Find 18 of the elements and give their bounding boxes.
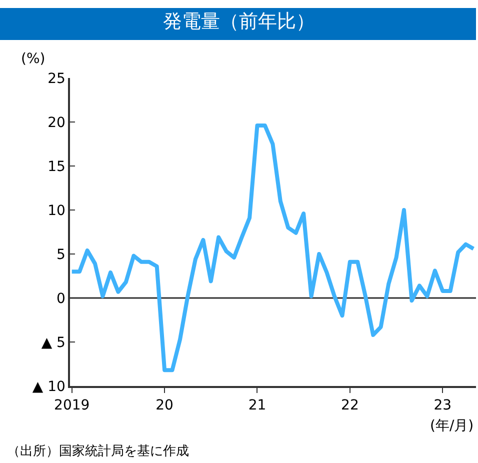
y-tick-label: 10 (48, 202, 66, 219)
y-tick-label: 20 (48, 114, 66, 131)
y-tick-label: ▲ 5 (41, 334, 66, 351)
x-tick-label: 21 (248, 398, 266, 414)
line-series (70, 124, 476, 372)
text: （出所）国家統計局を基に作成 (7, 443, 189, 459)
y-axis-title: (%) (21, 51, 46, 67)
y-tick-label: ▲ 10 (32, 378, 66, 395)
x-tick-label: 23 (434, 398, 452, 414)
chart-title: 発電量（前年比） (163, 10, 315, 32)
x-axis-title: (年/月) (430, 418, 474, 434)
y-tick-label: 5 (56, 246, 66, 263)
x-tick-label: 20 (156, 398, 174, 414)
x-tick-label: 2019 (54, 398, 90, 414)
y-tick-label: 25 (48, 70, 66, 87)
x-tick-label: 22 (341, 398, 359, 414)
y-tick-label: 0 (56, 290, 66, 307)
y-tick-label: 15 (48, 158, 66, 175)
